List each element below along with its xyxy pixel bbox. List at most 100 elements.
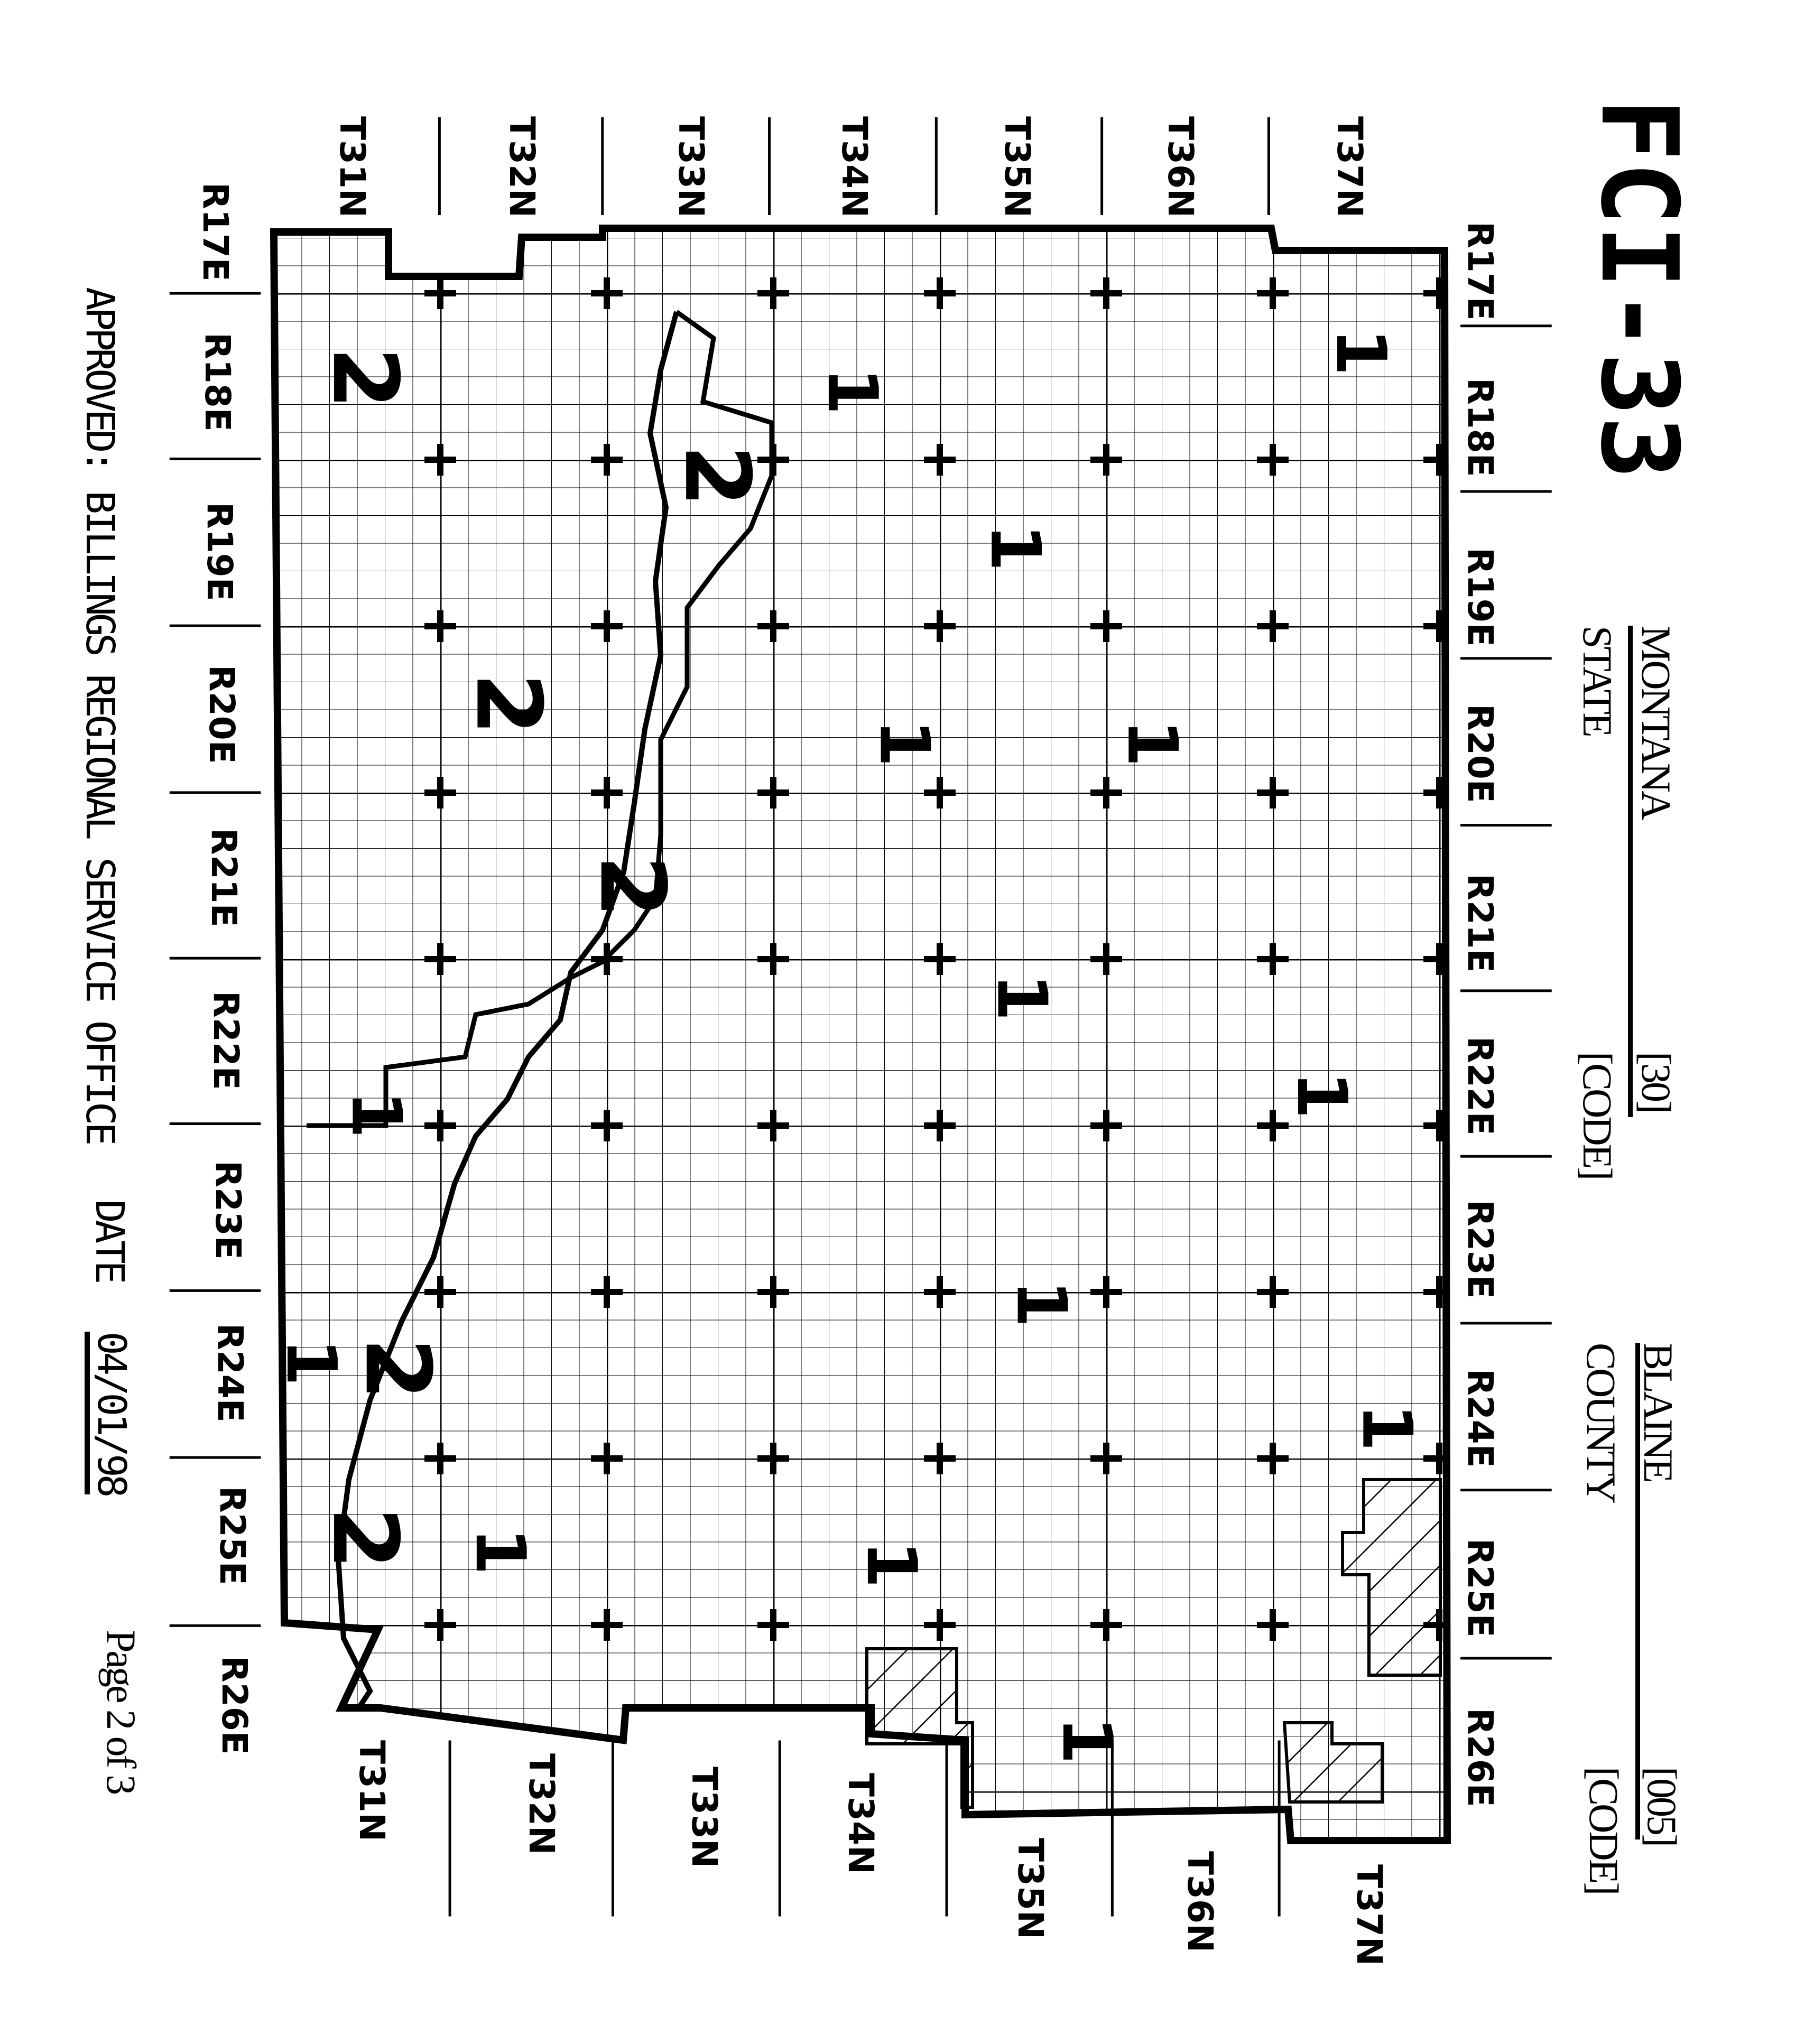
range-label-left: R19E xyxy=(199,502,240,601)
plus-marker xyxy=(424,1110,456,1141)
township-label-bottom: T33N xyxy=(684,1767,725,1869)
plus-marker xyxy=(1257,610,1289,642)
plus-marker xyxy=(424,943,456,975)
plus-marker xyxy=(924,277,956,309)
township-label-bottom: T35N xyxy=(1010,1838,1051,1940)
plus-marker xyxy=(757,1110,789,1141)
range-label-right: R22E xyxy=(1460,1036,1501,1136)
plus-marker xyxy=(924,1276,956,1308)
plus-marker xyxy=(1590,1276,1622,1308)
zone-label: 1 xyxy=(460,1527,541,1575)
state-code: [30] xyxy=(1633,1052,1679,1112)
zone-label: 1 xyxy=(865,719,945,767)
date-label: DATE xyxy=(87,1200,132,1281)
form-id-title: FCI-33 xyxy=(1577,98,1700,480)
plus-marker xyxy=(1090,610,1122,642)
plus-marker xyxy=(1257,1276,1289,1308)
township-label-bottom: T36N xyxy=(1180,1851,1220,1953)
reservation-boundary xyxy=(307,310,774,1128)
zone-label: 1 xyxy=(982,973,1062,1021)
plus-marker xyxy=(1090,943,1122,975)
plus-marker xyxy=(924,444,956,476)
township-label-bottom: T37N xyxy=(1349,1864,1390,1966)
zone-label: 1 xyxy=(1112,719,1192,767)
range-label-left: R22E xyxy=(206,991,246,1090)
plus-marker xyxy=(924,1443,956,1474)
range-label-left: R24E xyxy=(210,1323,251,1423)
county-name: BLAINE xyxy=(1635,1343,1681,1481)
range-label-left: R26E xyxy=(214,1656,255,1755)
plus-marker xyxy=(1090,1443,1122,1474)
state-code-label: [CODE] xyxy=(1575,1052,1621,1179)
plus-marker xyxy=(1423,444,1447,476)
zone-label: 1 xyxy=(1282,1071,1362,1119)
plus-marker xyxy=(591,444,623,476)
plus-marker xyxy=(591,1276,623,1308)
plus-marker xyxy=(924,1110,956,1141)
plus-marker xyxy=(591,1110,623,1141)
township-label-top: T33N xyxy=(671,116,711,218)
plus-marker xyxy=(591,777,623,809)
label-ticks xyxy=(169,117,1552,1917)
plus-marker xyxy=(1257,777,1289,809)
plus-marker xyxy=(1423,777,1447,809)
zone-label: 1 xyxy=(1347,1404,1427,1451)
approval-office: APPROVED: BILLINGS REGIONAL SERVICE OFFI… xyxy=(77,287,123,1143)
state-label: STATE xyxy=(1575,626,1621,736)
plus-marker xyxy=(757,277,789,309)
plus-marker xyxy=(757,610,789,642)
plus-marker xyxy=(757,1443,789,1474)
county-code-label: [CODE] xyxy=(1581,1767,1627,1894)
plus-marker xyxy=(1257,943,1289,975)
zone-label: 2 xyxy=(664,444,769,507)
plus-marker xyxy=(1590,1609,1622,1641)
plus-marker xyxy=(1257,1609,1289,1641)
state-divider xyxy=(1628,626,1633,1117)
plus-marker xyxy=(1423,943,1447,975)
township-label-top: T32N xyxy=(502,116,542,218)
township-label-top: T36N xyxy=(1160,116,1201,218)
plus-marker xyxy=(1257,444,1289,476)
plus-marker xyxy=(1257,1110,1289,1141)
township-label-bottom: T34N xyxy=(840,1773,881,1875)
township-label-bottom: T32N xyxy=(521,1753,562,1855)
range-label-right: R26E xyxy=(1460,1708,1501,1807)
plus-marker xyxy=(424,1276,456,1308)
plus-marker xyxy=(1423,610,1447,642)
zone-label: 1 xyxy=(812,367,893,415)
plus-marker xyxy=(1423,1443,1447,1474)
range-label-left: R25E xyxy=(212,1486,253,1585)
plus-marker xyxy=(591,1609,623,1641)
plus-marker xyxy=(1423,1110,1447,1141)
zone-label: 1 xyxy=(336,1091,417,1138)
township-markers xyxy=(424,277,1622,1641)
plus-marker xyxy=(1090,444,1122,476)
plus-marker xyxy=(757,1609,789,1641)
county-boundary xyxy=(270,225,1451,1844)
range-label-right: R17E xyxy=(1460,221,1501,321)
range-label-right: R21E xyxy=(1460,874,1501,973)
plus-marker xyxy=(591,610,623,642)
hatched-area xyxy=(1282,1721,1384,1804)
zone-label: 1 xyxy=(1321,328,1401,376)
zone-label: 1 xyxy=(1047,1716,1127,1764)
range-label-right: R25E xyxy=(1460,1538,1501,1638)
plus-marker xyxy=(924,777,956,809)
plus-marker xyxy=(591,1443,623,1474)
range-label-right: R18E xyxy=(1460,378,1501,477)
plus-marker xyxy=(1423,277,1447,309)
township-label-top: T35N xyxy=(997,116,1038,218)
hatched-area xyxy=(865,1647,974,1809)
plus-marker xyxy=(424,777,456,809)
range-label-left: R18E xyxy=(197,332,238,432)
township-label-bottom: T31N xyxy=(351,1740,392,1842)
date-value: 04/01/98 xyxy=(85,1332,134,1495)
range-label-left: R23E xyxy=(208,1160,248,1260)
plus-marker xyxy=(924,943,956,975)
county-divider xyxy=(1635,1343,1640,1839)
plus-marker xyxy=(1590,943,1622,975)
